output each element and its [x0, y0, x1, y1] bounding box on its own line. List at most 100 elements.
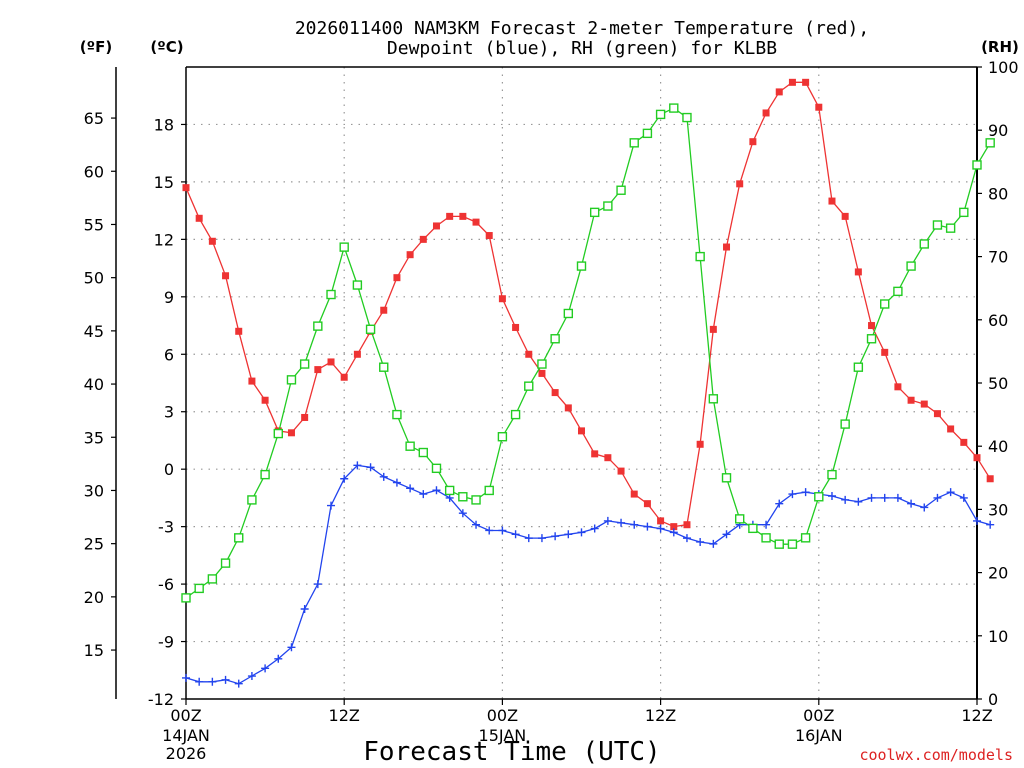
dewpoint-point — [221, 675, 230, 684]
temperature-point — [973, 454, 981, 462]
temperature-point — [670, 523, 678, 531]
rh-tick-label: 10 — [988, 627, 1008, 646]
temperature-point — [551, 389, 559, 397]
temperature-point — [195, 214, 203, 222]
rh-tick-label: 90 — [988, 121, 1008, 140]
temperature-point — [446, 212, 454, 220]
relative-humidity-point — [444, 485, 455, 496]
x-tick-label: 12Z — [329, 706, 360, 725]
rh-tick-label: 0 — [988, 690, 998, 709]
temperature-point — [406, 251, 414, 259]
relative-humidity-series — [181, 103, 995, 603]
dewpoint-point — [287, 643, 296, 652]
temperature-point — [604, 454, 612, 462]
temperature-point — [749, 138, 757, 146]
relative-humidity-point — [642, 128, 653, 139]
relative-humidity-point — [458, 492, 468, 502]
dewpoint-point — [656, 524, 665, 533]
dewpoint-point — [854, 497, 863, 506]
rh-tick-label: 70 — [988, 248, 1008, 267]
temperature-point — [393, 274, 401, 282]
celsius-tick-label: 18 — [154, 115, 174, 134]
relative-humidity-point — [286, 375, 297, 385]
temperature-point — [287, 429, 295, 437]
fahrenheit-tick-label: 50 — [84, 269, 104, 288]
fahrenheit-tick-label: 55 — [84, 215, 104, 234]
dewpoint-point — [353, 461, 362, 470]
fahrenheit-tick-label: 65 — [84, 109, 104, 128]
relative-humidity-point — [484, 485, 494, 496]
temperature-point — [894, 383, 902, 391]
dewpoint-point — [617, 518, 626, 527]
relative-humidity-point — [260, 469, 270, 480]
relative-humidity-point — [748, 523, 758, 534]
dewpoint-point — [379, 472, 388, 481]
relative-humidity-point — [247, 495, 257, 505]
temperature-point — [736, 180, 744, 188]
relative-humidity-point — [510, 409, 521, 420]
fahrenheit-tick-label: 45 — [84, 322, 104, 341]
temperature-point — [630, 490, 638, 498]
dewpoint-point — [590, 524, 599, 533]
rh-tick-label: 100 — [988, 58, 1019, 77]
dewpoint-point — [406, 484, 415, 493]
temperature-point — [472, 218, 480, 226]
temperature-line — [185, 81, 991, 528]
relative-humidity-point — [563, 308, 574, 319]
temperature-point — [314, 366, 322, 374]
relative-humidity-point — [880, 299, 890, 309]
dewpoint-point — [274, 654, 283, 663]
temperature-point — [564, 404, 572, 412]
relative-humidity-point — [431, 463, 442, 474]
temperature-point — [709, 325, 717, 333]
x-tick-label: 12Z — [645, 706, 676, 725]
temperature-point — [525, 350, 533, 358]
relative-humidity-point — [893, 286, 903, 297]
relative-humidity-point — [207, 574, 218, 584]
relative-humidity-point — [669, 103, 679, 113]
dewpoint-point — [432, 486, 441, 495]
relative-humidity-point — [524, 381, 534, 391]
temperature-point — [485, 232, 493, 240]
celsius-tick-label: -6 — [158, 575, 174, 594]
dewpoint-point — [511, 530, 520, 539]
dewpoint-point — [893, 493, 902, 502]
fahrenheit-tick-label: 40 — [84, 375, 104, 394]
temperature-point — [340, 373, 348, 381]
relative-humidity-point — [313, 321, 323, 331]
relative-humidity-point — [866, 334, 877, 344]
x-date-label: 15JAN — [479, 726, 527, 745]
temperature-point — [986, 475, 994, 483]
relative-humidity-point — [774, 539, 784, 549]
relative-humidity-point — [761, 533, 771, 543]
temperature-point — [208, 237, 216, 245]
dewpoint-point — [907, 499, 916, 508]
temperature-point — [920, 400, 928, 408]
temperature-point — [617, 467, 625, 475]
x-axis-title: Forecast Time (UTC) — [363, 737, 660, 767]
temperature-point — [657, 517, 665, 525]
dewpoint-point — [182, 673, 190, 682]
temperature-point — [854, 268, 862, 276]
temperature-point — [380, 306, 388, 314]
relative-humidity-point — [735, 514, 745, 524]
temperature-point — [775, 88, 783, 96]
temperature-point — [696, 440, 704, 448]
x-tick-label: 12Z — [961, 706, 992, 725]
temperature-point — [182, 184, 190, 192]
dewpoint-point — [788, 490, 797, 499]
dewpoint-point — [577, 528, 586, 537]
rh-tick-label: 50 — [988, 374, 1008, 393]
relative-humidity-point — [853, 362, 864, 372]
fahrenheit-tick-label: 60 — [84, 162, 104, 181]
temperature-point — [802, 78, 810, 86]
dewpoint-point — [762, 520, 771, 529]
relative-humidity-point — [959, 207, 969, 218]
dewpoint-point — [472, 520, 481, 529]
relative-humidity-point — [932, 220, 943, 230]
relative-humidity-point — [234, 533, 244, 543]
dewpoint-point — [392, 478, 401, 487]
fahrenheit-tick-label: 15 — [84, 641, 104, 660]
relative-humidity-point — [800, 533, 811, 543]
celsius-tick-label: -9 — [158, 633, 174, 652]
